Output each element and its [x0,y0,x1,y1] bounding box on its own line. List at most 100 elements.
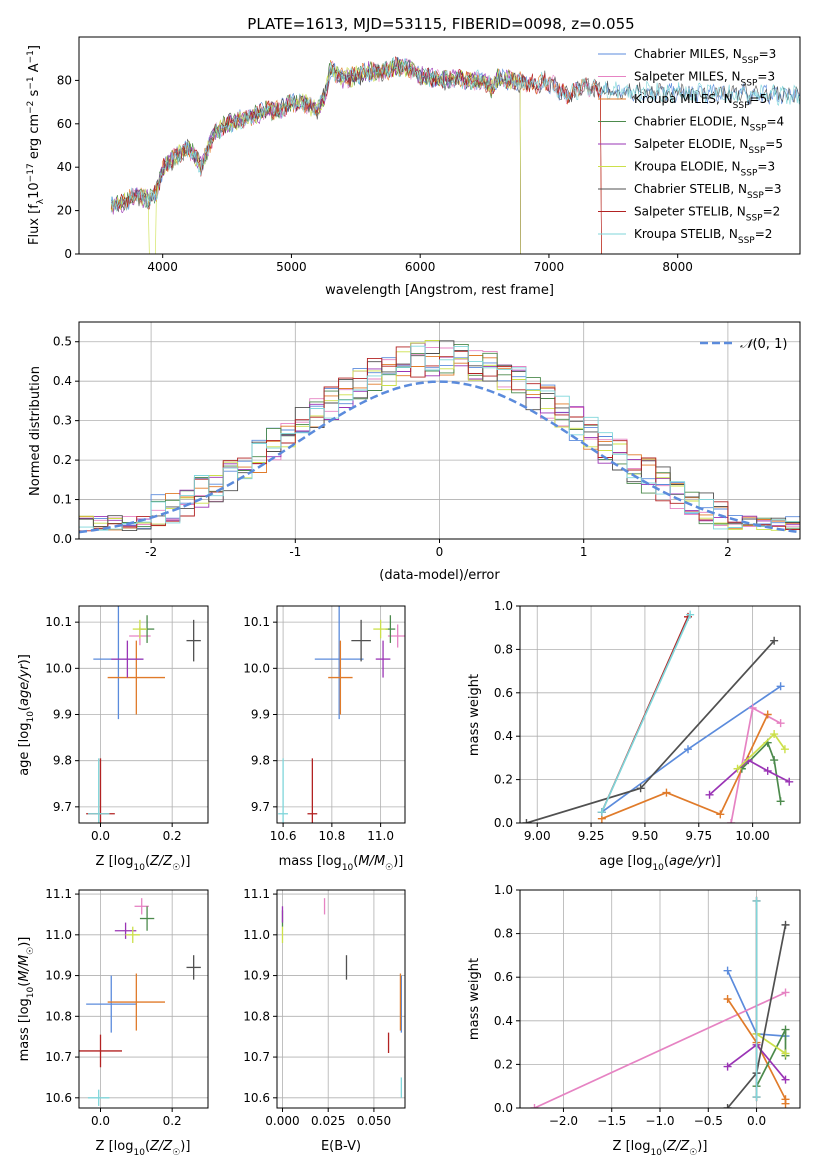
y-tick-label: 0.0 [53,532,72,546]
weight-marker [785,777,794,786]
x-tick-label: 5000 [276,260,307,274]
y-tick-label: 0.0 [494,816,513,830]
y-tick-label: 9.7 [53,800,72,814]
figure-title: PLATE=1613, MJD=53115, FIBERID=0098, z=0… [247,15,634,33]
panel-age-weight: 9.00 9.25 9.50 9.75 10.00 0.0 0.2 0.4 0.6 0.8 1.0 a… [467,599,801,873]
legend-label: Salpeter ELODIE, NSSP=5 [634,137,783,156]
y-axis-label: mass [log10(M/M☉)] [17,937,36,1062]
x-tick-label: -1 [289,545,301,559]
x-tick-label: 6000 [405,260,436,274]
y-tick-label: 10.7 [243,1050,270,1064]
y-tick-label: 0.2 [53,453,72,467]
weight-marker [781,1025,790,1034]
y-tick-label: 10.8 [243,1009,270,1023]
x-tick-label: 0.0 [91,1114,110,1128]
weight-marker [723,966,732,975]
weight-marker [776,719,785,728]
weight-marker [781,920,790,929]
x-axis-label: Z [log10(Z/Z☉)] [96,1139,191,1158]
y-tick-label: 0.8 [494,642,513,656]
x-tick-label: 9.75 [685,829,712,843]
panel-mass-age: 10.6 10.8 11.0 9.7 9.8 9.9 10.0 10.1 mass [log10… [243,605,406,873]
gaussian-curve [79,380,800,534]
y-tick-label: 1.0 [494,599,513,613]
y-tick-label: 0.4 [494,1014,513,1028]
y-tick-label: 9.9 [53,708,72,722]
x-tick-label: 11.0 [367,829,394,843]
x-tick-label: 10.00 [735,829,769,843]
histogram-series [79,340,800,531]
x-tick-label: −1.5 [597,1114,626,1128]
y-tick-label: 10.1 [45,615,72,629]
y-tick-label: 0.4 [494,729,513,743]
weight-line [755,1029,787,1087]
y-tick-label: 11.0 [243,928,270,942]
y-tick-label: 0.2 [494,1057,513,1071]
x-tick-label: 0.025 [311,1114,345,1128]
weight-marker [770,756,779,765]
weight-marker [686,610,695,619]
legend-label: 𝒩(0, 1) [740,337,787,352]
y-tick-label: 10.9 [45,969,72,983]
histogram-series [79,345,800,531]
x-tick-label: 10.8 [318,829,345,843]
x-tick-label: −1.0 [645,1114,674,1128]
weight-marker [752,896,761,905]
x-tick-label: 0.2 [163,829,182,843]
y-tick-label: 11.0 [45,928,72,942]
legend-label: Chabrier ELODIE, NSSP=4 [634,115,784,134]
histogram-series [79,340,800,532]
y-tick-label: 1.0 [494,883,513,897]
weight-marker [781,1075,790,1084]
y-tick-label: 60 [57,117,72,131]
legend-label: Kroupa ELODIE, NSSP=3 [634,160,775,179]
x-tick-label: 9.50 [632,829,659,843]
y-tick-label: 0 [64,247,72,261]
y-tick-label: 9.8 [53,754,72,768]
x-tick-label: 0.0 [747,1114,766,1128]
y-tick-label: 9.7 [251,800,270,814]
weight-marker [781,1049,790,1058]
weight-marker [763,766,772,775]
weight-marker [716,810,725,819]
weight-marker [752,1093,761,1102]
y-tick-label: 10.7 [45,1050,72,1064]
x-tick-label: 7000 [534,260,565,274]
y-tick-label: 11.1 [45,887,72,901]
legend-label: Kroupa STELIB, NSSP=2 [634,227,772,246]
y-axis-label: age [log10(age/yr)] [17,654,36,776]
x-tick-label: 1 [580,545,588,559]
panel-spectrum: 4000 5000 6000 7000 8000 0 20 40 60 80 wavelength … [26,36,801,298]
weight-marker [780,745,789,754]
weight-marker [770,730,779,739]
x-tick-label: 2 [724,545,732,559]
y-tick-label: 0.6 [494,970,513,984]
x-tick-label: −2.0 [549,1114,578,1128]
x-tick-label: 10.6 [270,829,297,843]
panel-z-weight: −2.0 −1.5 −1.0 −0.5 0.0 0.0 0.2 0.4 0.6 0.8 1.0 Z [… [467,883,801,1158]
weight-marker [530,1104,539,1108]
legend: Chabrier MILES, NSSP=3 Salpeter MILES, NS… [598,47,784,246]
y-tick-label: 10.9 [243,969,270,983]
legend-label: Chabrier MILES, NSSP=3 [634,47,776,66]
weight-marker [662,788,671,797]
x-axis-label: mass [log10(M/M☉)] [279,854,404,873]
panel-z-age: 0.0 0.2 9.7 9.8 9.9 10.0 10.1 Z [log10(Z/Z☉)] ag… [17,605,209,873]
x-tick-label: 9.00 [524,829,551,843]
y-axis-label: mass weight [467,674,482,756]
weight-line [730,706,782,823]
x-tick-label: 0.0 [91,829,110,843]
panel-residuals: -2 -1 0 1 2 0.0 0.1 0.2 0.3 0.4 0.5 (data-model)/er… [28,321,801,583]
weight-line [756,1033,786,1055]
weight-marker [748,703,757,712]
y-tick-label: 0.5 [53,335,72,349]
y-axis-label: mass weight [467,958,482,1040]
spectrum-series [110,60,602,254]
y-tick-label: 10.1 [243,615,270,629]
y-tick-label: 0.6 [494,686,513,700]
legend-label: Chabrier STELIB, NSSP=3 [634,182,782,201]
x-tick-label: 0.050 [357,1114,391,1128]
weight-marker [522,819,531,823]
plot-area-z-age [86,606,201,823]
weight-marker [723,1062,732,1071]
